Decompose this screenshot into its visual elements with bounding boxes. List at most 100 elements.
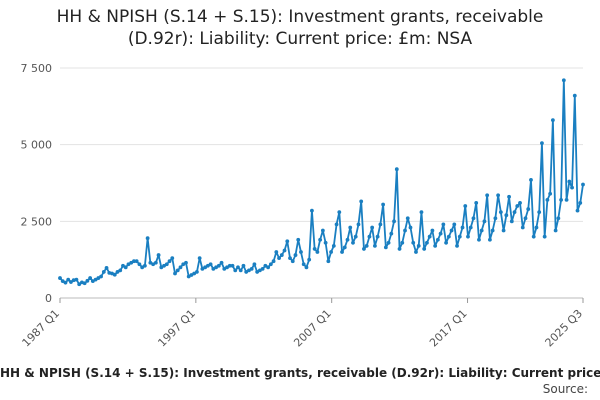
data-point	[112, 272, 117, 277]
data-point	[550, 118, 555, 123]
data-point	[277, 256, 281, 261]
data-point	[252, 262, 257, 267]
data-point	[570, 185, 574, 190]
data-point	[490, 228, 495, 233]
data-point	[230, 263, 235, 268]
data-point	[496, 193, 501, 198]
data-point	[274, 250, 279, 254]
data-point	[405, 216, 410, 221]
data-point	[509, 219, 514, 224]
data-point	[282, 248, 287, 253]
data-point	[134, 259, 139, 264]
data-point	[416, 243, 421, 248]
data-point	[310, 208, 314, 213]
data-point	[408, 225, 413, 230]
data-point	[457, 234, 462, 239]
data-point	[351, 240, 355, 245]
data-point	[288, 256, 292, 261]
data-point	[268, 262, 273, 267]
y-tick-label: 7 500	[21, 62, 53, 75]
data-point	[381, 202, 386, 207]
y-tick-label: 2 500	[21, 215, 53, 228]
data-point	[397, 247, 402, 251]
data-point	[359, 199, 364, 204]
data-point	[392, 219, 396, 224]
data-point	[460, 225, 465, 230]
source-label: Source:	[542, 382, 588, 396]
data-point	[101, 270, 106, 274]
data-point	[534, 225, 539, 230]
data-point	[195, 270, 199, 274]
data-point	[474, 201, 479, 205]
data-point	[85, 278, 90, 283]
data-point	[271, 259, 276, 264]
data-point	[337, 210, 342, 215]
data-point	[173, 271, 177, 276]
data-point	[307, 257, 312, 262]
data-point	[373, 243, 377, 248]
data-point	[241, 263, 246, 268]
data-point	[74, 277, 79, 282]
data-point	[184, 260, 188, 265]
data-point	[471, 216, 476, 221]
data-point	[279, 253, 284, 257]
data-point	[236, 265, 240, 270]
data-point	[567, 179, 572, 184]
data-point	[233, 268, 238, 273]
data-point	[575, 208, 580, 213]
data-point	[260, 266, 265, 271]
data-point	[425, 240, 429, 245]
data-point	[515, 204, 520, 208]
data-point	[367, 234, 372, 239]
data-point	[299, 250, 303, 254]
data-point	[82, 281, 87, 286]
data-point	[466, 234, 470, 239]
data-point	[468, 225, 473, 230]
data-point	[435, 237, 440, 242]
data-point	[370, 225, 375, 230]
data-point	[375, 234, 380, 239]
data-point	[520, 225, 525, 230]
data-point	[69, 280, 73, 284]
data-point	[348, 225, 353, 230]
data-point	[383, 245, 388, 250]
x-tick-label: 2017 Q1	[427, 307, 470, 350]
data-point	[340, 250, 344, 254]
data-point	[455, 243, 459, 248]
chart-title: HH & NPISH (S.14 + S.15): Investment gra…	[0, 6, 600, 50]
data-point	[394, 167, 399, 172]
data-point	[145, 236, 150, 241]
data-point	[331, 243, 336, 248]
data-point	[175, 268, 180, 273]
series-line	[59, 79, 584, 286]
data-point	[227, 263, 232, 268]
data-point	[216, 263, 221, 268]
data-point	[523, 216, 528, 221]
data-point	[304, 265, 309, 270]
data-point	[318, 237, 323, 242]
data-point	[290, 259, 295, 264]
data-point	[219, 260, 224, 265]
data-point	[548, 191, 553, 196]
data-point	[477, 237, 481, 242]
x-tick-label: 1997 Q1	[155, 307, 198, 350]
data-point	[482, 219, 487, 224]
x-tick-label: 2007 Q1	[291, 307, 334, 350]
data-point	[342, 245, 347, 250]
chart-title-line-2: (D.92r): Liability: Current price: £m: N…	[127, 29, 473, 49]
data-point	[293, 253, 298, 257]
data-point	[561, 78, 566, 83]
data-point	[545, 197, 550, 202]
data-point	[334, 222, 339, 227]
data-point	[386, 240, 391, 245]
data-point	[153, 260, 158, 265]
y-tick-label: 5 000	[21, 139, 53, 152]
data-point	[581, 182, 585, 187]
data-point	[403, 228, 407, 233]
data-point	[531, 234, 536, 239]
data-point	[498, 210, 503, 215]
data-point	[526, 207, 531, 211]
y-tick-label: 0	[45, 292, 52, 305]
data-point	[326, 259, 331, 264]
